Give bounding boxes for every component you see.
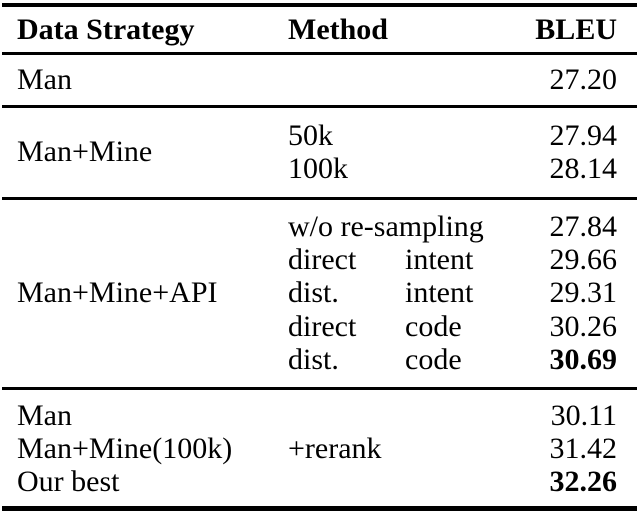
cell-bleu: 30.26 (549, 309, 618, 343)
cell-strategy: Man (17, 398, 72, 432)
cell-strategy-multirow: Man+Mine+API (17, 276, 218, 310)
table-rule-top (2, 3, 637, 7)
cell-bleu: 29.31 (549, 276, 618, 310)
table-rule-3 (2, 386, 637, 390)
table-section-man-mine-api: Man+Mine+API w/o re-sampling 27.84 direc… (2, 200, 637, 387)
results-table: Data Strategy Method BLEU Man 27.20 Man+… (2, 3, 637, 511)
cell-bleu: 28.14 (549, 152, 618, 186)
cell-bleu: 29.66 (549, 242, 618, 276)
column-header-data-strategy: Data Strategy (17, 13, 195, 46)
cell-method: 100k (288, 152, 348, 186)
cell-bleu: 30.11 (550, 398, 617, 432)
cell-method-target: code (405, 309, 462, 343)
table-section-man-mine: Man+Mine 50k 27.94 100k 28.14 (2, 108, 637, 197)
column-header-bleu: BLEU (535, 13, 617, 46)
table-section-rerank: Man 30.11 Man+Mine(100k) +rerank 31.42 O… (2, 390, 637, 506)
cell-bleu: 27.20 (549, 63, 618, 97)
cell-method-target: intent (405, 242, 474, 276)
cell-method: direct (288, 242, 357, 276)
cell-method: w/o re-sampling (288, 209, 484, 243)
cell-strategy: Our best (17, 465, 120, 499)
cell-method: direct (288, 309, 357, 343)
cell-bleu-best-in-section: 30.69 (549, 343, 618, 377)
cell-method-target: intent (405, 276, 474, 310)
cell-method: +rerank (288, 431, 382, 465)
table-header-row: Data Strategy Method BLEU (2, 7, 637, 52)
column-header-method: Method (288, 13, 388, 46)
table-rule-1 (2, 104, 637, 108)
cell-strategy: Man (17, 63, 72, 97)
cell-strategy: Man+Mine(100k) (17, 431, 233, 465)
table-rule-bottom (2, 505, 637, 511)
cell-bleu: 27.84 (549, 209, 618, 243)
cell-bleu: 27.94 (549, 118, 618, 152)
table-rule-below-header (2, 52, 637, 56)
cell-strategy-multirow: Man+Mine (17, 135, 153, 169)
cell-method: dist. (288, 276, 339, 310)
table-rule-2 (2, 196, 637, 200)
cell-method: 50k (288, 118, 333, 152)
table-section-man: Man 27.20 (2, 55, 637, 104)
cell-bleu-overall-best: 32.26 (549, 465, 618, 499)
cell-bleu: 31.42 (549, 431, 618, 465)
cell-method-target: code (405, 343, 462, 377)
cell-method: dist. (288, 343, 339, 377)
